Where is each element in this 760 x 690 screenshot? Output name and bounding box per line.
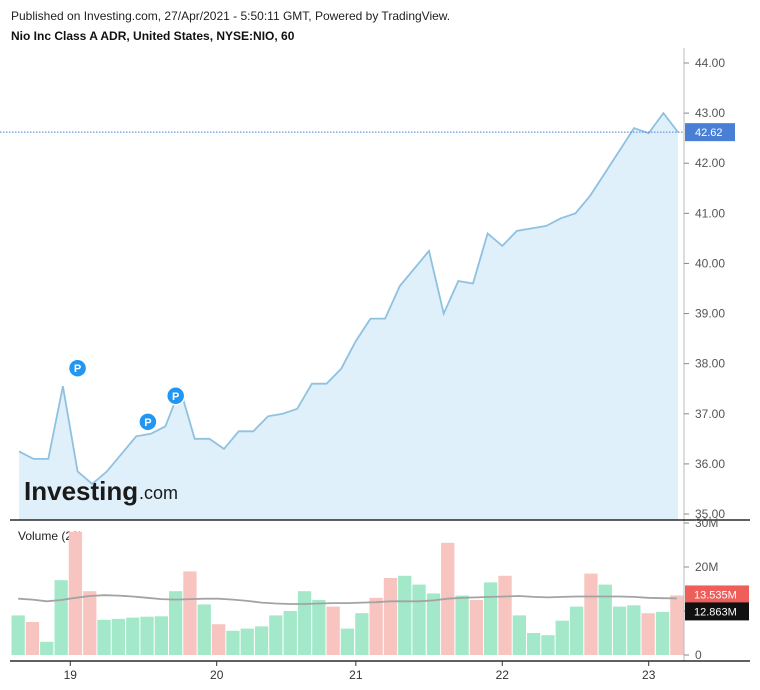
volume-bar [498,575,512,655]
marker-circle[interactable] [67,358,88,378]
volume-bar [297,591,312,655]
volume-bar [584,573,598,655]
marker-circle[interactable] [138,412,158,432]
volume-bar [140,616,154,655]
volume-bar [627,605,641,655]
event-markers[interactable]: P P P [67,358,186,432]
volume-ma-badge-bg [685,602,749,621]
marker-circle[interactable] [165,386,186,406]
price-area-fill [19,113,678,520]
price-tick-label: 40.00 [695,256,725,270]
volume-bar [83,591,97,655]
volume-tick-label: 0 [695,648,702,662]
date-tick-label: 22 [496,668,510,682]
price-tick-label: 35.00 [695,507,725,521]
volume-bar [455,595,469,655]
volume-bar [254,626,269,655]
date-tick-label: 21 [349,668,363,682]
price-line [18,111,679,486]
volume-bar [169,591,183,655]
volume-bar [126,617,140,655]
price-tick-label: 44.00 [695,56,725,70]
volume-bar [326,606,340,655]
last-price-badge: 42.62 [685,123,735,142]
time-axis-ticks: 192021222326 [64,661,656,682]
volume-last-label: 13.535M [694,589,737,601]
volume-bar [469,600,483,655]
volume-bar [641,613,655,655]
volume-bar [340,628,355,655]
event-marker[interactable]: P [138,412,158,432]
volume-bar [283,611,297,655]
volume-bar [355,613,369,655]
volume-bar [54,580,68,655]
volume-tick-label: 20M [695,560,718,574]
volume-pane-title: Volume (20) [18,529,83,543]
marker-label: P [74,363,81,375]
volume-bar [240,628,254,655]
volume-bar [269,615,283,655]
price-tick-label: 42.00 [695,156,725,170]
price-tick-label: 41.00 [695,206,725,220]
volume-bar [670,595,684,655]
volume-bar [183,571,197,655]
price-tick-label: 43.00 [695,106,725,120]
volume-bar [484,582,498,655]
volume-bar [541,635,555,655]
volume-bar [197,604,211,655]
date-tick-label: 19 [64,668,78,682]
volume-ma-line [18,594,677,605]
volume-bar [612,606,627,655]
volume-bar [11,615,25,655]
last-price-label: 42.62 [695,127,723,139]
volume-bar [369,597,383,655]
volume-bar [383,578,398,655]
volume-bar [412,584,426,655]
published-caption: Published on Investing.com, 27/Apr/2021 … [11,9,451,23]
chart-header: Published on Investing.com, 27/Apr/2021 … [11,6,450,46]
volume-bar [40,641,54,655]
volume-ma-label: 12.863M [694,606,737,618]
symbol-title: Nio Inc Class A ADR, United States, NYSE… [11,29,295,43]
price-axis-ticks: 44.00 43.00 42.00 41.00 40.00 39.00 38.00 37.00… [684,56,725,521]
volume-bar [426,593,441,655]
volume-bars [11,531,684,655]
volume-bar [527,633,541,655]
price-tick-label: 38.00 [695,357,725,371]
volume-bar [569,606,584,655]
volume-bar [97,619,111,655]
price-tick-label: 39.00 [695,307,725,321]
volume-bar [312,600,326,655]
volume-bar [226,630,240,655]
last-price-badge-bg [685,123,735,142]
volume-bar [154,616,168,655]
volume-bar [111,618,125,655]
price-tick-label: 37.00 [695,407,725,421]
marker-label: P [172,391,179,403]
event-marker[interactable]: P [67,358,88,378]
volume-badges: 13.535M 12.863M [685,585,749,621]
event-marker[interactable]: P [165,386,186,406]
volume-last-badge-bg [685,585,749,604]
logo-suffix: .com [139,483,178,503]
volume-bar [398,575,412,655]
price-tick-label: 36.00 [695,457,725,471]
volume-bar [25,622,40,655]
volume-bar [212,624,226,655]
date-tick-label: 23 [642,668,656,682]
volume-tick-label: 30M [695,516,718,530]
volume-bar [555,620,569,655]
volume-bar [598,584,612,655]
volume-bar [655,611,670,655]
marker-label: P [144,417,151,429]
volume-bar [512,615,526,655]
date-tick-label: 20 [210,668,224,682]
logo-wordmark: Investing [24,476,138,506]
volume-bar [68,531,83,655]
investing-logo: Investing .com [24,476,178,506]
